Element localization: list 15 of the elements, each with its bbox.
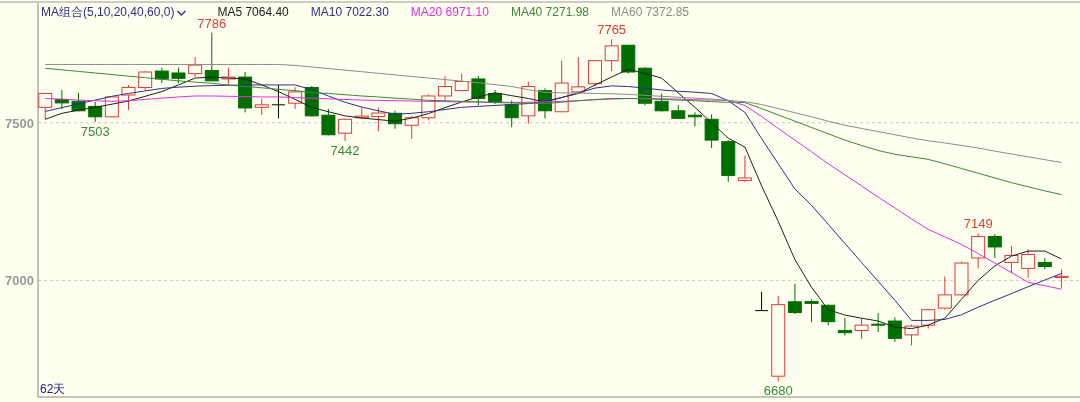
line-series bbox=[44, 63, 1062, 163]
annotation: 7442 bbox=[330, 143, 360, 159]
y-tick-label: 7000 bbox=[5, 273, 34, 289]
annotation: 62天 bbox=[40, 382, 66, 396]
text: MA40 7271.98 bbox=[510, 5, 590, 19]
y-tick-label: 7500 bbox=[5, 115, 34, 131]
annotation: 7765 bbox=[597, 22, 627, 38]
text: MA60 7372.85 bbox=[610, 5, 690, 19]
text: MA20 6971.10 bbox=[410, 5, 490, 19]
chart-title: MA组合(5,10,20,40,60,0) bbox=[41, 5, 175, 19]
annotation: 6680 bbox=[763, 383, 793, 399]
text: MA10 7022.30 bbox=[310, 5, 390, 19]
annotation: 7503 bbox=[80, 123, 110, 139]
annotation: 7149 bbox=[963, 216, 993, 232]
line-series bbox=[44, 67, 1062, 196]
